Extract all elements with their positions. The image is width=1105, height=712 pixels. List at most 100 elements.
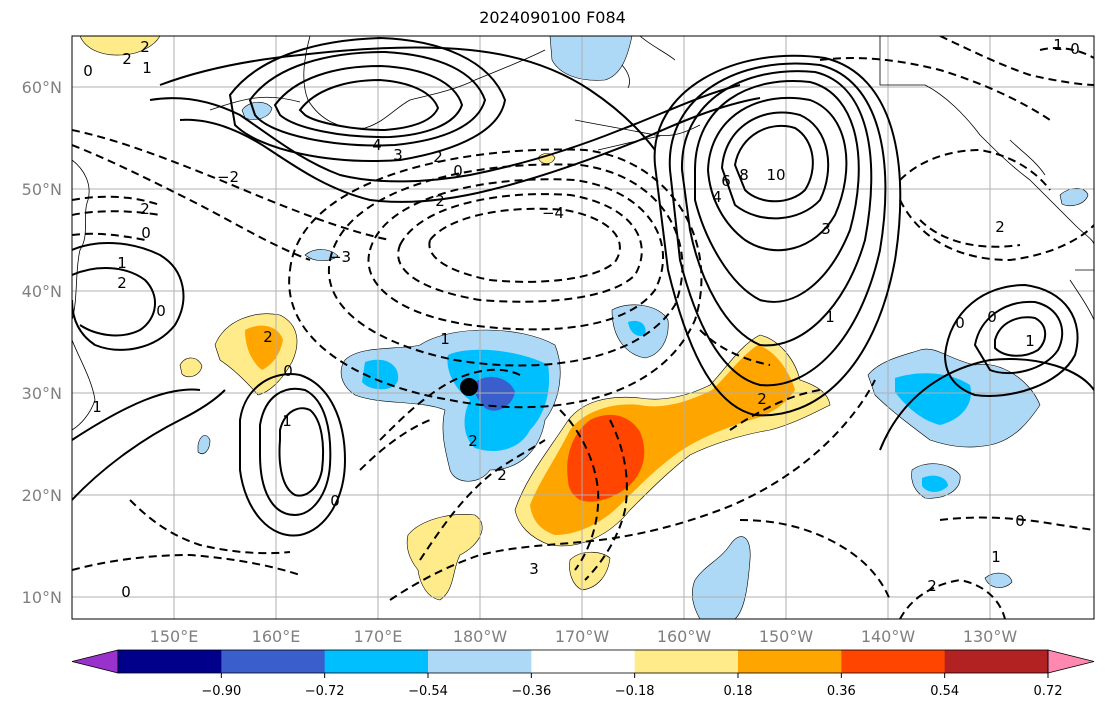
colorbar-tick-label: 0.36 (827, 684, 856, 699)
contour-label: 1 (440, 330, 450, 348)
contour-label: −4 (542, 204, 564, 222)
colorbar-tick-label: −0.18 (615, 684, 655, 699)
colorbar-extension-high (1047, 649, 1095, 674)
contour-label: 0 (83, 62, 93, 80)
colorbar-segment (634, 650, 739, 673)
colorbar-tick-label: −0.72 (305, 684, 345, 699)
lat-label: 60°N (22, 78, 62, 97)
contour-label: 8 (739, 166, 749, 184)
colorbar-segment (118, 650, 222, 673)
lat-label: 30°N (22, 384, 62, 403)
contour-label: 0 (1015, 512, 1025, 530)
contour-label: 1 (117, 254, 127, 272)
negative-region-dot2 (197, 435, 211, 454)
lat-label: 10°N (22, 588, 62, 607)
contour-label: 2 (140, 200, 150, 218)
contour-label: 1 (142, 59, 152, 77)
colorbar-tick-label: 0.18 (724, 684, 753, 699)
contour-label: 1 (282, 412, 292, 430)
contour-label: 0 (121, 583, 131, 601)
colorbar-segment (324, 650, 429, 673)
contour-label: 2 (435, 192, 445, 210)
colorbar-segment (221, 650, 326, 673)
positive-region-dot1 (179, 357, 203, 378)
contour-label: 0 (330, 492, 340, 510)
negative-core-east (895, 373, 971, 425)
contour-label: 2 (468, 432, 478, 450)
negative-region-north (549, 36, 633, 81)
contour-label: 3 (393, 146, 403, 164)
contour-label: 6 (721, 172, 731, 190)
lon-label: 150°E (150, 627, 199, 646)
contour-label: 2 (433, 148, 443, 166)
lat-label: 20°N (22, 486, 62, 505)
contour-label: −3 (329, 248, 351, 266)
contour-label: −2 (217, 168, 239, 186)
graticule (72, 36, 1094, 619)
contour-label: 1 (991, 548, 1001, 566)
contour-label: 1 (1053, 36, 1063, 54)
contour-label: 2 (497, 466, 507, 484)
contour-label: 0 (1070, 40, 1080, 58)
positive-core-main (530, 345, 795, 535)
colorbar-extension-low (71, 649, 119, 674)
negative-region-south (691, 536, 751, 619)
negative-peak-central (474, 377, 515, 411)
map-frame (71, 35, 1095, 620)
contour-label: 2 (757, 390, 767, 408)
positive-region-nw (79, 36, 161, 56)
contour-lines (72, 36, 1094, 537)
shading-layer (79, 36, 1089, 619)
contour-label: 0 (141, 224, 151, 242)
lon-label: 160°W (657, 627, 712, 646)
contour-label: 2 (927, 577, 937, 595)
positive-core-west (245, 325, 283, 370)
positive-peak-main (567, 414, 645, 502)
colorbar-tick-label: 0.72 (1034, 684, 1063, 699)
contour-label: 4 (372, 136, 382, 154)
contour-label: 0 (955, 314, 965, 332)
lat-label: 40°N (22, 282, 62, 301)
storm-center-marker (460, 378, 478, 396)
lon-label: 160°E (252, 627, 301, 646)
contour-label: 4 (712, 188, 722, 206)
lon-label: 140°W (861, 627, 916, 646)
negative-core-west (362, 359, 399, 390)
colorbar-segment (944, 650, 1049, 673)
map-title: 2024090100 F084 (479, 8, 626, 27)
colorbar-tick-label: −0.36 (511, 684, 551, 699)
contour-label: 2 (117, 274, 127, 292)
contour-label: 2 (122, 50, 132, 68)
contour-label: 1 (1025, 332, 1035, 350)
lon-label: 180°W (453, 627, 508, 646)
negative-region-ne (1059, 187, 1089, 206)
contour-label: 10 (766, 166, 785, 184)
contour-label: 0 (987, 308, 997, 326)
contour-label: 2 (140, 38, 150, 56)
contour-label: 0 (283, 362, 293, 380)
lon-label: 170°E (354, 627, 403, 646)
colorbar-tick-label: −0.90 (201, 684, 241, 699)
lon-label: 130°W (963, 627, 1018, 646)
colorbar-segment (738, 650, 842, 673)
contour-label: 3 (821, 220, 831, 238)
colorbar-tick-label: 0.54 (930, 684, 959, 699)
contour-label: 1 (92, 398, 102, 416)
colorbar-tick-label: −0.54 (408, 684, 448, 699)
contour-label: 0 (156, 302, 166, 320)
contour-label: 0 (453, 162, 463, 180)
contour-label: 2 (995, 218, 1005, 236)
contour-label: 3 (529, 560, 539, 578)
coastlines (72, 36, 1094, 431)
colorbar: −0.90 −0.72 −0.54 −0.36 −0.18 0.18 0.36 0.54 0.7… (71, 649, 1095, 699)
negative-core-mid (628, 320, 646, 336)
contour-label: 1 (825, 308, 835, 326)
lon-label: 150°W (759, 627, 814, 646)
contour-lines-dashed (72, 36, 1094, 619)
lat-label: 50°N (22, 180, 62, 199)
lon-label: 170°W (555, 627, 610, 646)
colorbar-segment (428, 650, 532, 673)
colorbar-frame (117, 649, 1049, 674)
